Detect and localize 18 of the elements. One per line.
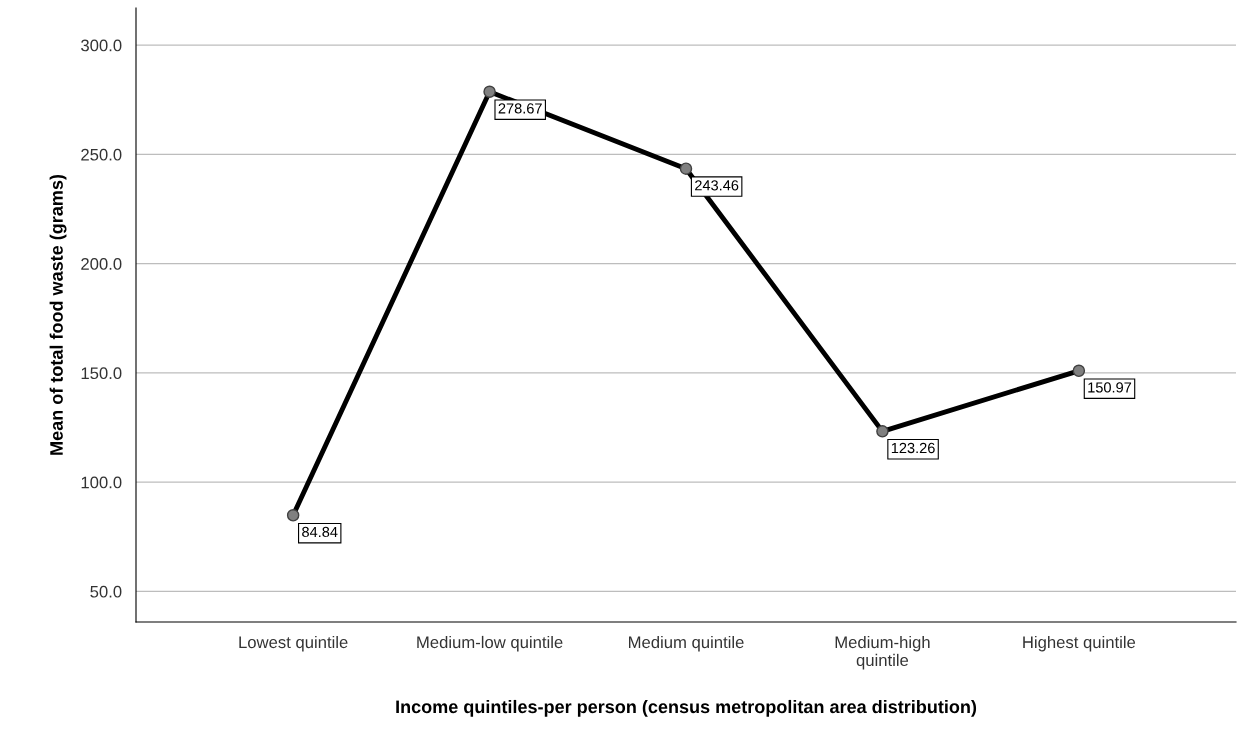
- y-tick-label: 100.0: [81, 476, 122, 489]
- x-tick-label: Medium quintile: [629, 635, 744, 652]
- data-label: 278.67: [498, 103, 542, 114]
- y-tick-label: 50.0: [90, 585, 122, 598]
- y-axis-title: Mean of total food waste (grams): [49, 174, 67, 455]
- x-tick-label: Highest quintile: [1023, 635, 1136, 652]
- data-label: 123.26: [891, 442, 935, 454]
- data-label: 243.46: [695, 180, 739, 191]
- y-tick-label: 200.0: [81, 258, 122, 270]
- x-tick-label: Medium-low quintile: [417, 635, 563, 652]
- y-tick-label: 250.0: [81, 148, 122, 161]
- data-label: 150.97: [1088, 382, 1132, 393]
- data-label: 84.84: [302, 526, 338, 538]
- y-tick-label: 150.0: [81, 367, 122, 380]
- x-tick-label: Lowest quintile: [239, 635, 348, 652]
- y-tick-label: 300.0: [81, 39, 122, 52]
- x-tick-label: Medium-high quintile: [835, 635, 930, 670]
- x-axis-title: Income quintiles-per person (census metropolitan area distribution): [396, 699, 977, 717]
